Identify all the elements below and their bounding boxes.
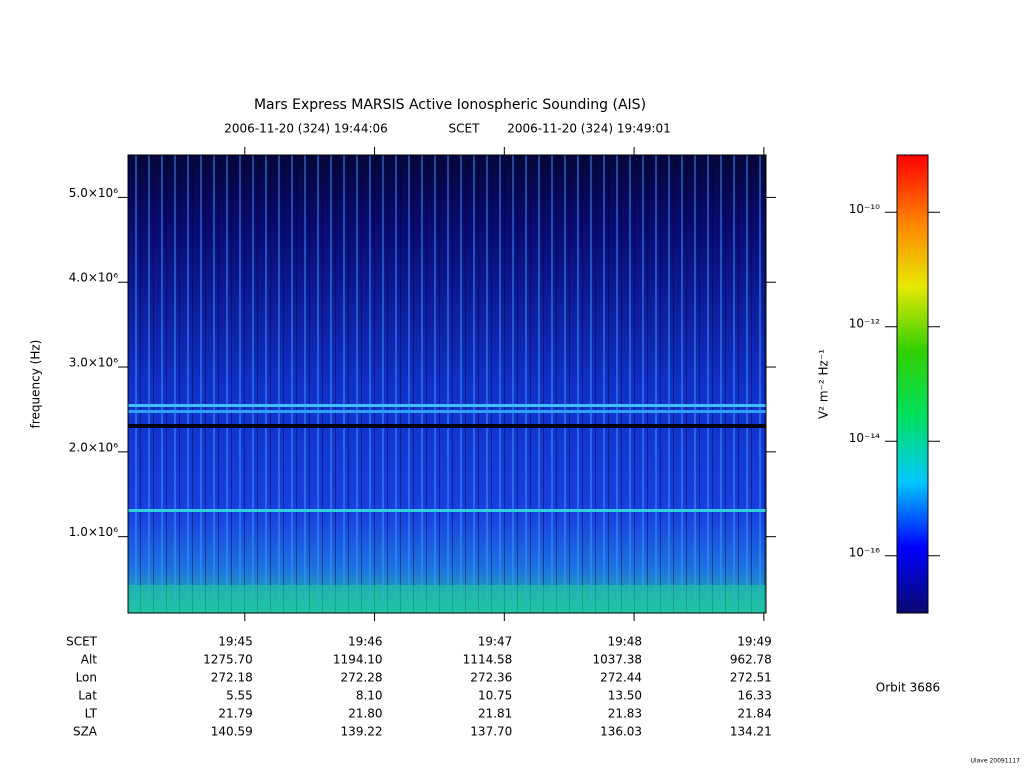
y-tick-label: 2.0×10⁶ [69, 440, 118, 454]
spectrogram [128, 155, 766, 613]
colorbar-tick-label: 10⁻¹⁴ [849, 431, 880, 445]
ephemeris-value: 16.33 [737, 689, 771, 703]
x-tick-label: 19:45 [218, 635, 253, 649]
end-time: 2006-11-20 (324) 19:49:01 [507, 122, 671, 136]
ephemeris-value: 962.78 [730, 653, 772, 667]
ephemeris-label: Lat [78, 689, 97, 703]
ephemeris-value: 272.36 [470, 671, 512, 685]
x-tick-label: 19:46 [348, 635, 383, 649]
ephemeris-label: SZA [73, 725, 98, 739]
ephemeris-value: 137.70 [470, 725, 512, 739]
ephemeris-value: 1194.10 [333, 653, 383, 667]
ephemeris-value: 21.79 [218, 707, 252, 721]
ephemeris-value: 1114.58 [463, 653, 513, 667]
ephemeris-value: 140.59 [211, 725, 253, 739]
plot-frame [127, 154, 767, 614]
colorbar-tick-label: 10⁻¹² [849, 316, 880, 330]
ephemeris-value: 272.51 [730, 671, 772, 685]
x-tick-label: 19:47 [478, 635, 513, 649]
ephemeris-value: 272.44 [600, 671, 642, 685]
y-tick-label: 5.0×10⁶ [69, 186, 118, 200]
ephemeris-value: 1037.38 [592, 653, 642, 667]
ephemeris-label: Lon [76, 671, 97, 685]
time-system: SCET [449, 122, 481, 136]
x-tick-label: 19:49 [737, 635, 772, 649]
ephemeris-value: 272.28 [341, 671, 383, 685]
x-axis-label: SCET [66, 635, 98, 649]
ephemeris-label: Alt [81, 653, 98, 667]
ephemeris-label: LT [85, 707, 98, 721]
colorbar-tick-label: 10⁻¹⁶ [849, 545, 880, 559]
ephemeris-value: 21.84 [737, 707, 771, 721]
ephemeris-value: 272.18 [211, 671, 253, 685]
y-tick-label: 3.0×10⁶ [69, 356, 118, 370]
x-tick-label: 19:48 [607, 635, 642, 649]
ephemeris-value: 21.80 [348, 707, 382, 721]
ephemeris-value: 21.81 [478, 707, 512, 721]
ephemeris-value: 136.03 [600, 725, 642, 739]
orbit-label: Orbit 3686 [876, 681, 940, 695]
start-time: 2006-11-20 (324) 19:44:06 [224, 122, 388, 136]
chart-title: Mars Express MARSIS Active Ionospheric S… [254, 97, 646, 113]
ephemeris-value: 21.83 [608, 707, 642, 721]
ephemeris-value: 5.55 [226, 689, 253, 703]
colorbar-label: V² m⁻² Hz⁻¹ [817, 349, 831, 419]
y-tick-label: 4.0×10⁶ [69, 271, 118, 285]
ephemeris-value: 8.10 [356, 689, 383, 703]
colorbar-tick-label: 10⁻¹⁰ [849, 202, 880, 216]
ephemeris-value: 13.50 [608, 689, 642, 703]
y-tick-label: 1.0×10⁶ [69, 525, 118, 539]
ephemeris-value: 10.75 [478, 689, 512, 703]
ephemeris-value: 1275.70 [203, 653, 253, 667]
colorbar [896, 154, 929, 614]
y-axis-label: frequency (Hz) [29, 340, 43, 429]
footer: Ulave 20091117 [971, 758, 1021, 765]
ephemeris-value: 139.22 [341, 725, 383, 739]
ephemeris-value: 134.21 [730, 725, 772, 739]
